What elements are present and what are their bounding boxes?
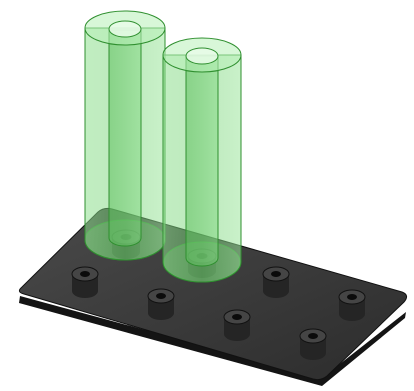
tube-left-top-hole	[108, 20, 142, 38]
tube-left	[84, 10, 166, 261]
tube-right-inner-bore	[185, 55, 219, 267]
tube-right	[162, 37, 242, 283]
standoff-front-2	[147, 288, 175, 320]
tube-right-top-hole	[185, 47, 219, 65]
tubes	[84, 10, 242, 283]
standoff-front-3	[223, 309, 251, 341]
standoff-front-right	[299, 328, 327, 360]
standoff-back-right-2	[338, 289, 366, 321]
standoff-front-1	[71, 266, 99, 298]
standoff-back-right-1	[262, 266, 290, 298]
tube-left-inner-bore	[108, 29, 142, 247]
